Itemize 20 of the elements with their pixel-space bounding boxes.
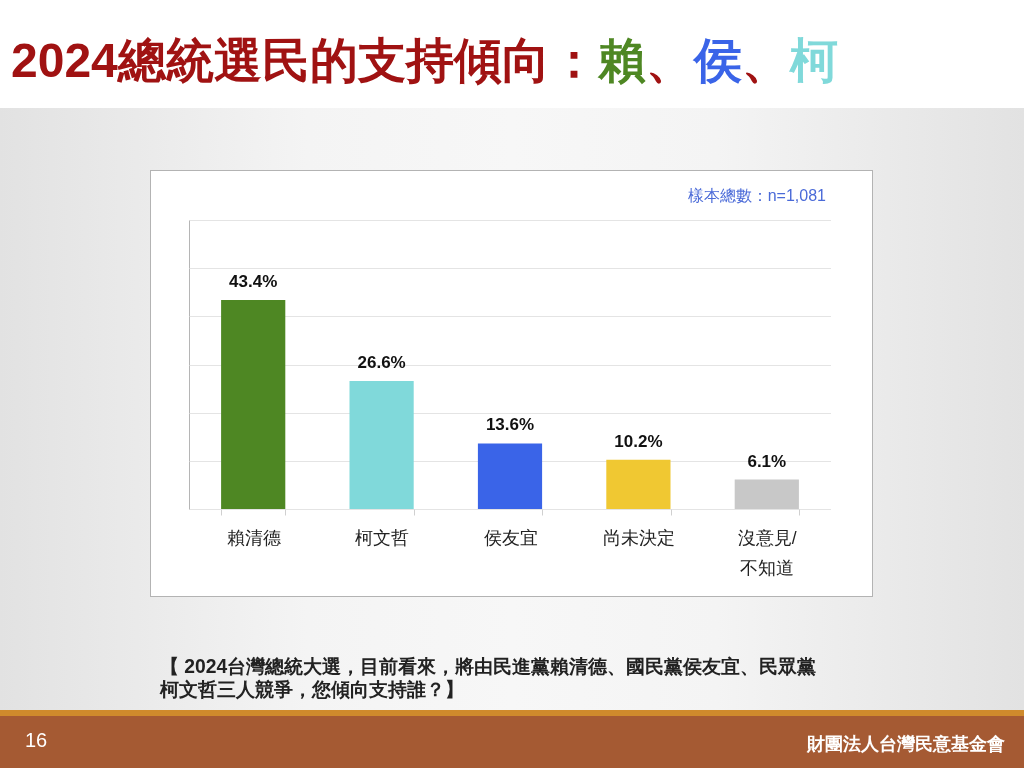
bar xyxy=(734,479,799,509)
x-tick-label: 賴清德 xyxy=(226,527,281,548)
x-tick-label: 尚未決定 xyxy=(602,527,675,548)
bar xyxy=(349,380,414,509)
text: 【 2024台灣總統大選，目前看來，將由民進黨賴清德、國民黨侯友宜、民眾黨柯文哲三人競爭，您傾向支持誰？】 xyxy=(160,655,818,701)
data-label: 13.6% xyxy=(485,415,535,435)
data-label: 10.2% xyxy=(614,431,663,451)
bar xyxy=(221,299,286,509)
text: 樣本總數：n=1,081 xyxy=(687,186,826,206)
x-tick-label: 柯文哲 xyxy=(355,527,410,548)
data-label: 26.6% xyxy=(357,352,406,372)
chart-title: 2024總統選民的支持傾向：賴、侯、柯 xyxy=(11,34,838,87)
text: 16 xyxy=(25,729,48,752)
data-label: 43.4% xyxy=(229,271,278,291)
x-tick-label: 沒意見/不知道 xyxy=(737,527,797,578)
x-tick-label: 侯友宜 xyxy=(483,527,538,548)
bar xyxy=(477,443,543,509)
text: 財團法人台灣民意基金會 xyxy=(807,733,1005,756)
data-label: 6.1% xyxy=(747,451,787,471)
bar xyxy=(606,459,671,509)
